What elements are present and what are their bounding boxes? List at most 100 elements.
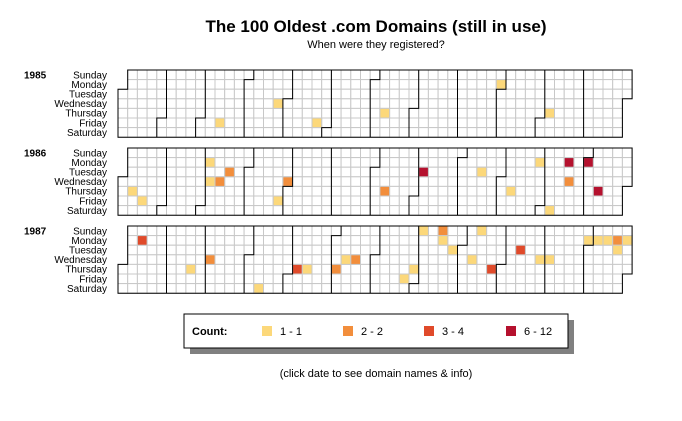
day-cell[interactable] <box>476 98 488 109</box>
day-cell[interactable] <box>292 107 303 119</box>
day-cell[interactable] <box>515 283 526 294</box>
day-cell[interactable] <box>350 205 361 216</box>
day-cell[interactable] <box>272 244 284 256</box>
day-cell[interactable] <box>418 263 429 275</box>
day-cell[interactable] <box>127 254 138 265</box>
day-cell[interactable] <box>534 166 546 178</box>
day-cell[interactable] <box>195 235 206 246</box>
day-cell[interactable] <box>476 205 488 216</box>
day-cell[interactable] <box>350 127 361 138</box>
day-cell[interactable] <box>495 225 507 237</box>
day-cell[interactable] <box>563 88 575 100</box>
day-cell[interactable] <box>621 244 633 256</box>
day-cell[interactable] <box>573 185 585 197</box>
day-cell[interactable] <box>389 244 400 256</box>
day-cell[interactable] <box>447 69 458 81</box>
day-cell[interactable] <box>156 98 168 109</box>
day-cell[interactable] <box>214 244 226 256</box>
day-cell[interactable] <box>447 157 458 168</box>
day-cell[interactable] <box>272 157 284 168</box>
day-cell[interactable] <box>195 273 206 285</box>
day-cell[interactable] <box>146 263 158 275</box>
day-cell[interactable] <box>408 166 420 178</box>
day-cell[interactable] <box>350 176 361 187</box>
day-cell[interactable] <box>369 117 381 129</box>
day-cell[interactable] <box>408 195 420 207</box>
day-cell[interactable] <box>389 88 400 100</box>
day-cell[interactable] <box>524 157 536 168</box>
day-cell[interactable] <box>136 98 148 109</box>
day-cell[interactable] <box>263 225 274 237</box>
day-cell[interactable] <box>301 147 313 159</box>
day-cell[interactable] <box>321 88 332 100</box>
date-cell-1987-11-30[interactable]: 1987-11-30: 1 <box>583 235 594 246</box>
day-cell[interactable] <box>224 107 235 119</box>
day-cell[interactable] <box>408 185 420 197</box>
day-cell[interactable] <box>330 283 342 294</box>
day-cell[interactable] <box>301 117 313 129</box>
day-cell[interactable] <box>224 235 235 246</box>
day-cell[interactable] <box>379 195 391 207</box>
day-cell[interactable] <box>340 205 352 216</box>
day-cell[interactable] <box>185 254 197 265</box>
day-cell[interactable] <box>185 79 197 90</box>
day-cell[interactable] <box>127 98 138 109</box>
day-cell[interactable] <box>457 69 468 81</box>
day-cell[interactable] <box>524 273 536 285</box>
day-cell[interactable] <box>398 157 410 168</box>
day-cell[interactable] <box>476 283 488 294</box>
day-cell[interactable] <box>117 205 129 216</box>
day-cell[interactable] <box>505 235 517 246</box>
day-cell[interactable] <box>263 185 274 197</box>
day-cell[interactable] <box>253 244 265 256</box>
day-cell[interactable] <box>573 195 585 207</box>
day-cell[interactable] <box>573 225 585 237</box>
day-cell[interactable] <box>146 88 158 100</box>
day-cell[interactable] <box>592 79 604 90</box>
day-cell[interactable] <box>544 195 555 207</box>
day-cell[interactable] <box>563 254 575 265</box>
day-cell[interactable] <box>369 147 381 159</box>
day-cell[interactable] <box>486 98 497 109</box>
day-cell[interactable] <box>136 147 148 159</box>
day-cell[interactable] <box>379 205 391 216</box>
day-cell[interactable] <box>515 185 526 197</box>
day-cell[interactable] <box>389 195 400 207</box>
day-cell[interactable] <box>301 79 313 90</box>
date-cell-1987-03-04[interactable]: 1987-03-04: 2 <box>204 254 216 265</box>
day-cell[interactable] <box>524 254 536 265</box>
day-cell[interactable] <box>166 127 177 138</box>
day-cell[interactable] <box>253 107 265 119</box>
day-cell[interactable] <box>437 185 449 197</box>
day-cell[interactable] <box>612 205 623 216</box>
day-cell[interactable] <box>476 157 488 168</box>
day-cell[interactable] <box>214 107 226 119</box>
day-cell[interactable] <box>398 98 410 109</box>
day-cell[interactable] <box>544 235 555 246</box>
day-cell[interactable] <box>175 166 187 178</box>
day-cell[interactable] <box>466 244 478 256</box>
day-cell[interactable] <box>195 147 206 159</box>
day-cell[interactable] <box>292 88 303 100</box>
day-cell[interactable] <box>534 235 546 246</box>
day-cell[interactable] <box>447 195 458 207</box>
day-cell[interactable] <box>272 283 284 294</box>
day-cell[interactable] <box>272 225 284 237</box>
day-cell[interactable] <box>495 166 507 178</box>
day-cell[interactable] <box>573 79 585 90</box>
day-cell[interactable] <box>418 107 429 119</box>
day-cell[interactable] <box>427 166 439 178</box>
day-cell[interactable] <box>612 225 623 237</box>
day-cell[interactable] <box>544 273 555 285</box>
day-cell[interactable] <box>398 195 410 207</box>
day-cell[interactable] <box>321 166 332 178</box>
day-cell[interactable] <box>243 147 255 159</box>
day-cell[interactable] <box>156 254 168 265</box>
day-cell[interactable] <box>369 88 381 100</box>
day-cell[interactable] <box>156 185 168 197</box>
day-cell[interactable] <box>495 127 507 138</box>
day-cell[interactable] <box>185 205 197 216</box>
day-cell[interactable] <box>544 166 555 178</box>
day-cell[interactable] <box>486 195 497 207</box>
day-cell[interactable] <box>515 157 526 168</box>
